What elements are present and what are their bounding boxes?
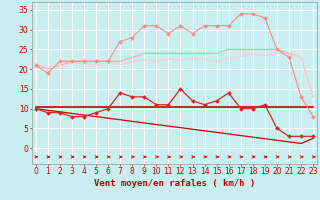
X-axis label: Vent moyen/en rafales ( km/h ): Vent moyen/en rafales ( km/h ) (94, 179, 255, 188)
